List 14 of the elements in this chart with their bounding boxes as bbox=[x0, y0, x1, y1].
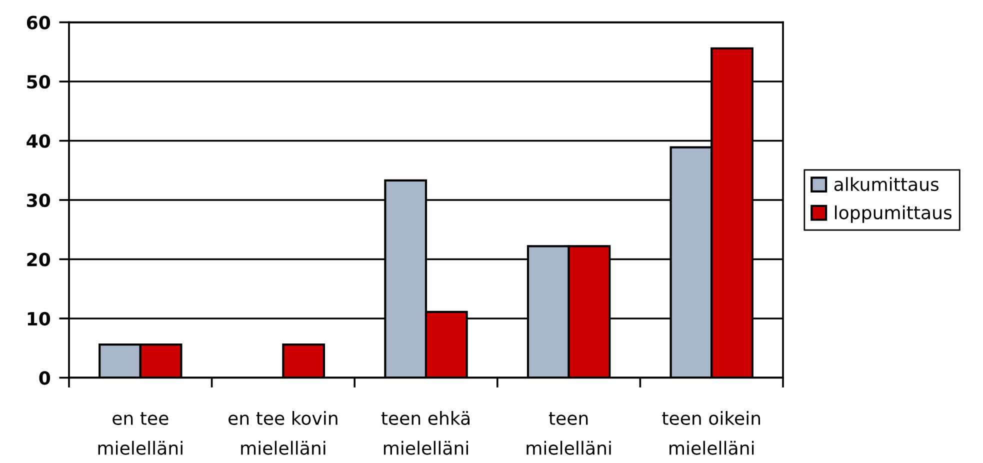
legend-label: alkumittaus bbox=[834, 177, 939, 192]
y-tick-label: 20 bbox=[27, 252, 50, 266]
y-tick-label: 40 bbox=[26, 134, 50, 148]
y-tick-label: 0 bbox=[39, 371, 50, 385]
x-tick-label: teen oikein mielelläni bbox=[662, 411, 760, 455]
x-tick-label: en tee kovin mielelläni bbox=[228, 411, 338, 455]
x-tick-label: teen mielelläni bbox=[526, 412, 611, 455]
y-tick-label: 50 bbox=[27, 74, 50, 89]
x-tick-label: en tee mielelläni bbox=[98, 412, 182, 455]
y-tick-label: 10 bbox=[28, 312, 50, 326]
y-tick-label: 30 bbox=[27, 193, 50, 208]
y-tick-label: 60 bbox=[26, 16, 50, 30]
legend-label: loppumittaus bbox=[835, 205, 952, 223]
x-tick-label: teen ehkä mielelläni bbox=[381, 411, 470, 455]
